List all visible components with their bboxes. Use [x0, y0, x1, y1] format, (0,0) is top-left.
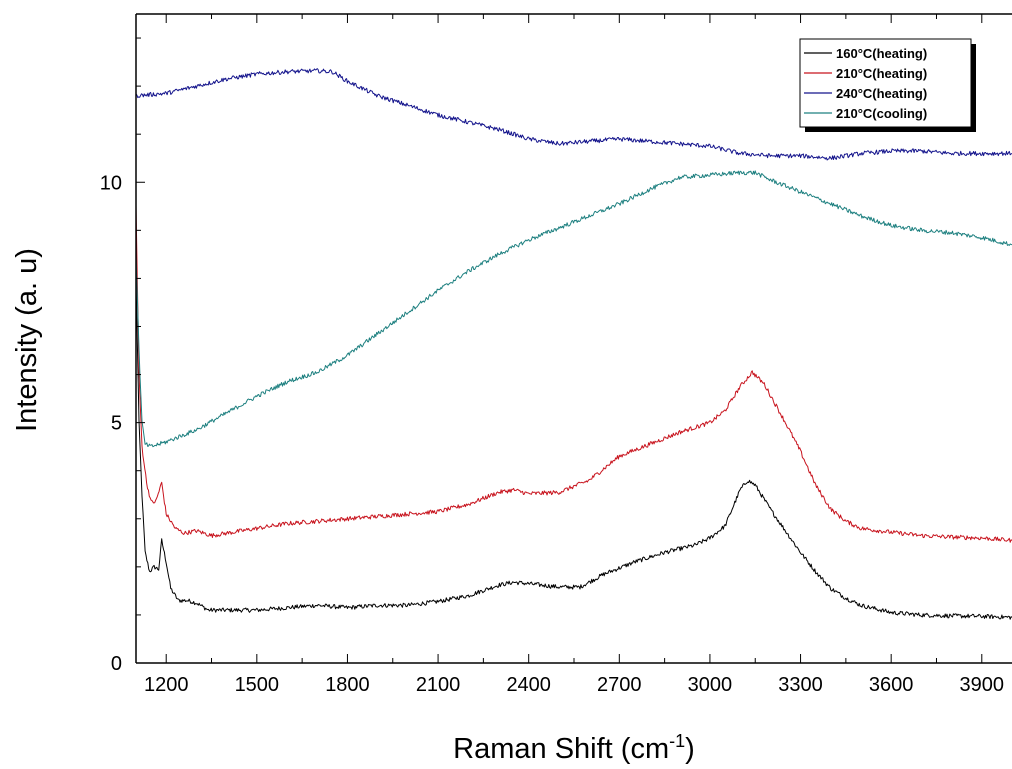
series-line-2 — [135, 68, 1012, 161]
series-line-1 — [135, 205, 1012, 543]
x-tick-label-2: 1800 — [325, 674, 370, 696]
x-tick-label-1: 1500 — [235, 674, 280, 696]
y-tick-label-2: 10 — [100, 172, 122, 194]
x-axis-title-suffix: ) — [685, 733, 695, 765]
legend: 160°C(heating) 210°C(heating) 240°C(heatin… — [799, 38, 976, 132]
y-tick-label-0: 0 — [111, 653, 122, 675]
x-tick-label-3: 2100 — [416, 674, 461, 696]
legend-label-1: 210°C(heating) — [836, 66, 927, 81]
axes-layer: 1200 1500 1800 2100 2400 2700 3000 3300 3600 3900… — [11, 13, 1012, 765]
legend-label-2: 240°C(heating) — [836, 86, 927, 101]
x-tick-label-8: 3600 — [869, 674, 914, 696]
series-line-0 — [135, 277, 1012, 620]
legend-label-0: 160°C(heating) — [836, 46, 927, 61]
x-tick-label-4: 2400 — [506, 674, 551, 696]
legend-label-3: 210°C(cooling) — [836, 106, 927, 121]
legend-box — [799, 38, 972, 128]
series-line-3 — [135, 170, 1012, 448]
x-tick-label-0: 1200 — [144, 674, 189, 696]
x-tick-label-6: 3000 — [688, 674, 733, 696]
x-axis-title: Raman Shift (cm-1) — [453, 731, 695, 765]
x-axis-title-main: Raman Shift (cm — [453, 733, 669, 765]
series-layer — [135, 68, 1012, 620]
x-tick-label-7: 3300 — [778, 674, 823, 696]
x-tick-label-5: 2700 — [597, 674, 642, 696]
x-tick-label-9: 3900 — [960, 674, 1005, 696]
y-axis-title: Intensity (a. u) — [11, 248, 43, 432]
x-axis-title-superscript: -1 — [669, 731, 685, 751]
y-tick-label-1: 5 — [111, 413, 122, 435]
